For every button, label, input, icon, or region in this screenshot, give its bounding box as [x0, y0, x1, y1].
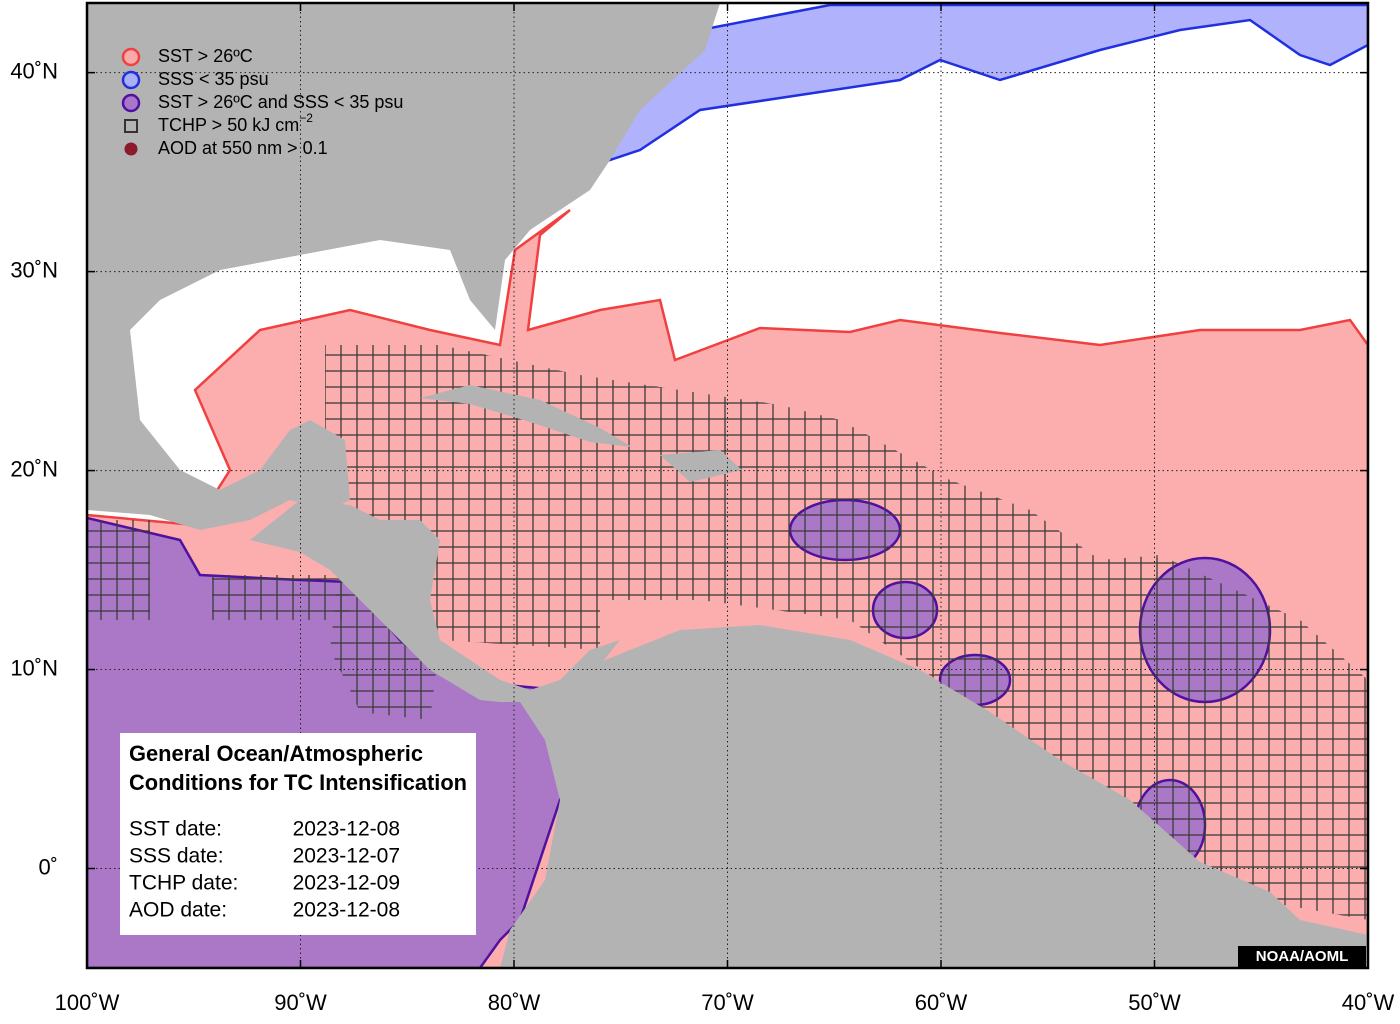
legend-label: SST > 26ºC and SSS < 35 psu: [158, 92, 403, 112]
info-title: Conditions for TC Intensification: [129, 770, 467, 795]
grid: [87, 3, 1368, 968]
x-tick-label: 70˚W: [701, 990, 754, 1015]
ticks: 100˚W 90˚W 80˚W 70˚W 60˚W 50˚W 40˚W 0˚ 10˚N 20˚N 3…: [10, 3, 1395, 1015]
legend-marker: [121, 47, 141, 67]
y-tick-label: 40˚N: [10, 58, 58, 83]
x-tick-label: 100˚W: [55, 990, 120, 1015]
date-label: SSS date:: [129, 845, 224, 868]
date-value: 2023-12-07: [293, 845, 400, 868]
info-box: [120, 733, 476, 935]
legend-label: TCHP > 50 kJ cm−2: [158, 111, 313, 135]
legend-text: SSS < 35 psu: [158, 69, 269, 89]
credit: NOAA/AOML: [1256, 948, 1349, 965]
legend-label: AOD at 550 nm > 0.1: [158, 138, 328, 158]
legend-marker: [121, 70, 141, 90]
x-tick-label: 50˚W: [1128, 990, 1181, 1015]
legend-label: SST > 26ºC: [158, 46, 253, 66]
map-layers: [87, 3, 1368, 968]
y-tick-label: 30˚N: [10, 257, 58, 282]
x-tick-label: 40˚W: [1342, 990, 1395, 1015]
y-tick-label: 0˚: [38, 854, 58, 879]
date-label: AOD date:: [129, 899, 227, 922]
legend-label: SSS < 35 psu: [158, 69, 269, 89]
credit-box: [1238, 946, 1366, 967]
tchp-region: [325, 345, 1368, 920]
x-tick-label: 80˚W: [488, 990, 541, 1015]
land: [87, 3, 720, 530]
info-title: General Ocean/Atmospheric: [129, 741, 423, 766]
legend-marker: [121, 93, 141, 113]
date-label: SST date:: [129, 818, 222, 841]
legend-text: SST > 26ºC: [158, 46, 253, 66]
tchp-region: [87, 520, 150, 620]
y-tick-label: 20˚N: [10, 456, 58, 481]
x-tick-label: 60˚W: [915, 990, 968, 1015]
x-tick-label: 90˚W: [274, 990, 327, 1015]
date-value: 2023-12-08: [293, 818, 400, 841]
tchp-region: [212, 575, 350, 620]
legend-text: SST > 26ºC and SSS < 35 psu: [158, 92, 403, 112]
land: [420, 385, 632, 447]
date-value: 2023-12-09: [293, 872, 400, 895]
legend-marker: [124, 142, 138, 156]
date-label: TCHP date:: [129, 872, 238, 895]
land: [250, 500, 620, 702]
legend-text: TCHP > 50 kJ cm: [158, 115, 299, 135]
legend-text: AOD at 550 nm > 0.1: [158, 138, 328, 158]
land: [660, 450, 742, 482]
info: General Ocean/Atmospheric Conditions for …: [129, 741, 467, 922]
legend-marker: [124, 119, 138, 133]
land: [500, 625, 1368, 968]
date-value: 2023-12-08: [293, 899, 400, 922]
legend-superscript: −2: [299, 111, 313, 125]
legend: SST > 26ºC SSS < 35 psu SST > 26ºC and SSS…: [121, 46, 403, 158]
y-tick-label: 10˚N: [10, 655, 58, 680]
